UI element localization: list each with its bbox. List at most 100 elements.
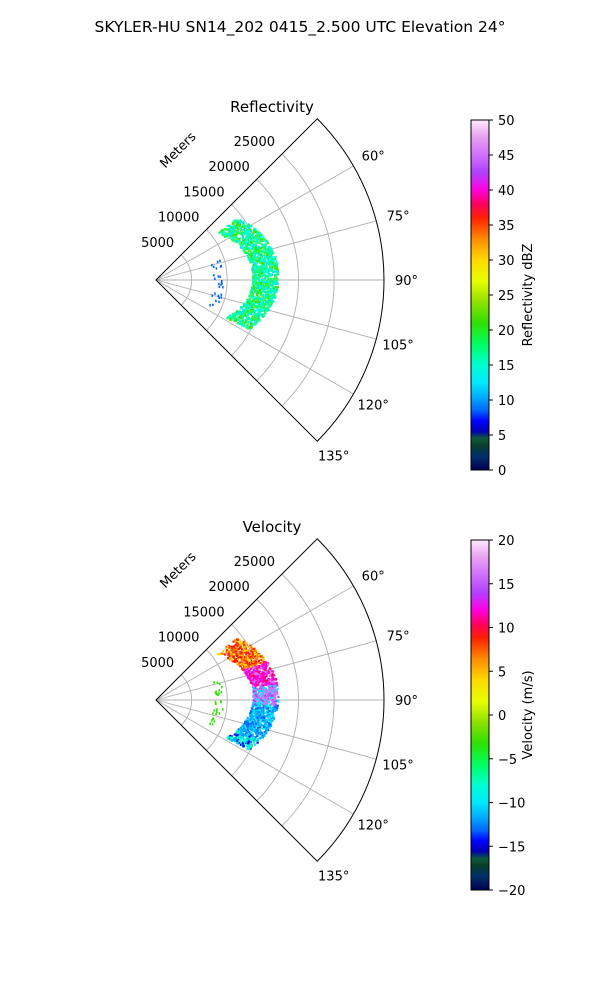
echo-cell [256, 259, 259, 262]
echo-cell [229, 658, 232, 661]
echo-cell [254, 686, 257, 689]
echo-cell [237, 648, 240, 651]
sector-frame [155, 118, 385, 442]
echo-cell [250, 714, 253, 717]
echo-cell [273, 296, 276, 299]
azimuth-tick-label: 90° [395, 694, 418, 709]
echo-cell [263, 732, 266, 736]
echo-cell [252, 690, 256, 693]
azimuth-tick-label: 120° [358, 818, 389, 833]
echo-cell [252, 267, 255, 270]
colorbar-tick-label: 20 [498, 324, 515, 339]
echo-cell [269, 684, 272, 687]
echo-cell [252, 300, 255, 303]
echo-cell [233, 660, 237, 663]
echo-cell [243, 246, 246, 249]
echo-cell [247, 241, 251, 244]
echo-cell [266, 696, 269, 699]
echo-cell [249, 710, 253, 713]
echo-cell [245, 325, 248, 328]
echo-cell [249, 235, 252, 238]
echo-cell [249, 241, 252, 244]
azimuth-spoke-120 [155, 699, 354, 815]
echo-cell [259, 286, 262, 289]
echo-cell [259, 678, 263, 682]
echo-cell [250, 727, 253, 730]
echo-cell [259, 713, 262, 716]
echo-cell [238, 220, 241, 223]
echo-cell [213, 709, 215, 712]
echo-cell [268, 254, 271, 257]
echo-cell [269, 703, 272, 706]
echo-cell [262, 238, 265, 241]
echo-cell [255, 675, 258, 678]
velocity-title: Velocity [243, 518, 302, 536]
echo-cell [268, 683, 271, 686]
echo-cell [263, 725, 266, 728]
echo-cell [250, 734, 253, 737]
echo-cell [267, 693, 270, 696]
echo-cell [255, 703, 258, 706]
echo-cell [264, 268, 267, 271]
echo-cell [252, 275, 255, 278]
echo-cell [247, 321, 250, 324]
echo-cell [263, 705, 267, 708]
echo-cell [277, 272, 280, 275]
sector-frame [155, 538, 385, 862]
echo-cell [226, 648, 229, 651]
echo-cell [258, 305, 261, 308]
echo-cell [233, 224, 236, 227]
range-tick-label: 10000 [158, 211, 199, 226]
echo-cell [218, 682, 221, 686]
echo-cell [259, 655, 262, 658]
echo-cell [270, 692, 273, 695]
echo-cell [258, 249, 261, 252]
echo-cell [220, 700, 222, 704]
echo-cell [250, 319, 253, 322]
echo-cell [233, 645, 236, 648]
echo-cell [261, 677, 264, 680]
echo-cell [248, 307, 251, 310]
echo-cell [245, 307, 248, 310]
echo-cell [273, 291, 276, 294]
echo-cell [261, 700, 264, 703]
echo-cell [254, 268, 257, 271]
echo-cell [220, 283, 222, 286]
colorbar-tick-label: 5 [498, 429, 506, 444]
echo-cell [262, 264, 265, 268]
echo-cell [273, 694, 276, 697]
echo-cell [240, 241, 243, 244]
echo-cell [253, 676, 256, 679]
range-tick-label: 10000 [158, 631, 199, 646]
echo-cell [212, 712, 214, 715]
azimuth-spoke-120 [155, 279, 354, 395]
echo-cell [246, 318, 249, 321]
echo-cell [261, 303, 264, 306]
echo-cell [258, 253, 261, 256]
echo-cell [251, 310, 254, 313]
echo-cell [270, 684, 274, 687]
echo-cell [256, 741, 259, 744]
echo-cell [244, 314, 247, 317]
echo-cell [235, 240, 239, 243]
echo-cell [271, 688, 274, 691]
echo-cell [238, 242, 241, 245]
echo-cell [252, 307, 255, 310]
echo-cell [261, 281, 264, 284]
echo-cell [260, 305, 263, 308]
echo-cell [251, 719, 254, 722]
echo-cell [216, 653, 219, 656]
echo-cell [263, 256, 267, 260]
colorbar-tick-label: 0 [498, 464, 506, 479]
echo-cell [254, 719, 257, 723]
echo-cell [255, 728, 258, 731]
echo-cell [270, 277, 273, 280]
range-tick-label: 15000 [183, 605, 224, 620]
echo-cell [238, 732, 241, 736]
echo-cell [274, 707, 277, 710]
echo-cell [263, 734, 266, 737]
echo-cell [250, 647, 253, 650]
echo-cell [240, 313, 243, 317]
echo-cell [261, 664, 264, 667]
